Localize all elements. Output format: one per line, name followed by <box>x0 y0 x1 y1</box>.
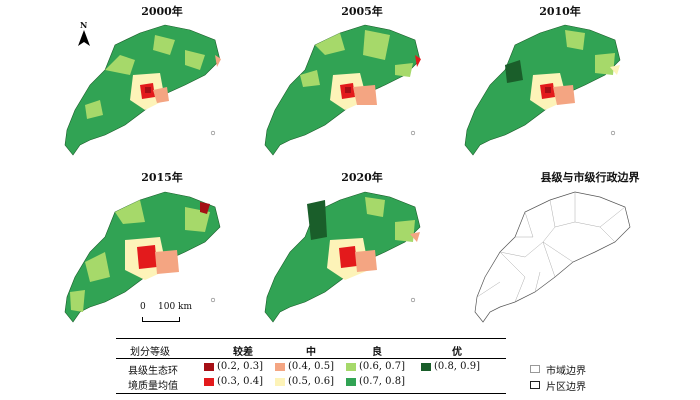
district-boundary-swatch <box>530 381 540 389</box>
legend-swatch-6 <box>421 363 431 371</box>
city-boundary-label: 市域边界 <box>546 366 586 377</box>
legend-level-good: 良 <box>372 347 382 358</box>
legend: 划分等级 较差 中 良 优 县级生态环 境质量均值 (0.2, 0.3] (0.… <box>116 337 506 395</box>
region-outline <box>474 191 631 323</box>
map-2020 <box>264 191 421 323</box>
panel-title-2010: 2010年 <box>539 5 581 18</box>
legend-level-poor: 较差 <box>233 347 253 358</box>
map-marker <box>210 130 216 136</box>
map-boundaries <box>474 191 631 323</box>
legend-range-1: (0.3, 0.4] <box>217 376 263 387</box>
north-arrow: N <box>74 20 94 48</box>
scale-bar-end: 100 km <box>158 302 193 312</box>
legend-swatch-4 <box>346 363 356 371</box>
boundary-legend: 市域边界 片区边界 <box>530 362 650 396</box>
map-marker <box>410 297 416 303</box>
scale-bar-start: 0 <box>140 302 146 312</box>
north-arrow-icon <box>78 30 90 46</box>
legend-mid-rule <box>116 358 506 359</box>
legend-range-6: (0.8, 0.9] <box>434 361 480 372</box>
map-2010 <box>464 24 621 156</box>
legend-top-rule <box>116 338 506 339</box>
legend-row-label-1: 县级生态环 <box>128 366 178 377</box>
legend-swatch-5 <box>346 378 356 386</box>
panel-title-2005: 2005年 <box>341 5 383 18</box>
map-2015 <box>64 191 221 323</box>
district-boundary-label: 片区边界 <box>546 382 586 393</box>
legend-swatch-1 <box>204 378 214 386</box>
legend-level-medium: 中 <box>306 347 316 358</box>
north-label: N <box>80 20 88 30</box>
panel-title-2020: 2020年 <box>341 171 383 184</box>
legend-range-2: (0.4, 0.5] <box>288 361 334 372</box>
scale-bar: 0 100 km <box>138 302 208 324</box>
map-marker <box>410 130 416 136</box>
legend-range-0: (0.2, 0.3] <box>217 361 263 372</box>
legend-row-label-2: 境质量均值 <box>128 381 178 392</box>
legend-swatch-2 <box>275 363 285 371</box>
legend-range-4: (0.6, 0.7] <box>359 361 405 372</box>
legend-range-3: (0.5, 0.6] <box>288 376 334 387</box>
map-marker <box>210 297 216 303</box>
scale-bar-line <box>142 317 180 322</box>
map-2005 <box>264 24 421 156</box>
legend-swatch-0 <box>204 363 214 371</box>
city-boundary-swatch <box>530 365 540 373</box>
legend-level-excellent: 优 <box>452 347 462 358</box>
panel-title-2000: 2000年 <box>141 5 183 18</box>
legend-header-label: 划分等级 <box>130 347 170 358</box>
panel-title-boundaries: 县级与市级行政边界 <box>540 171 640 184</box>
map-2000 <box>64 24 221 156</box>
legend-bottom-rule <box>116 393 506 394</box>
legend-swatch-3 <box>275 378 285 386</box>
legend-range-5: (0.7, 0.8] <box>359 376 405 387</box>
panel-title-2015: 2015年 <box>141 171 183 184</box>
map-marker <box>610 130 616 136</box>
